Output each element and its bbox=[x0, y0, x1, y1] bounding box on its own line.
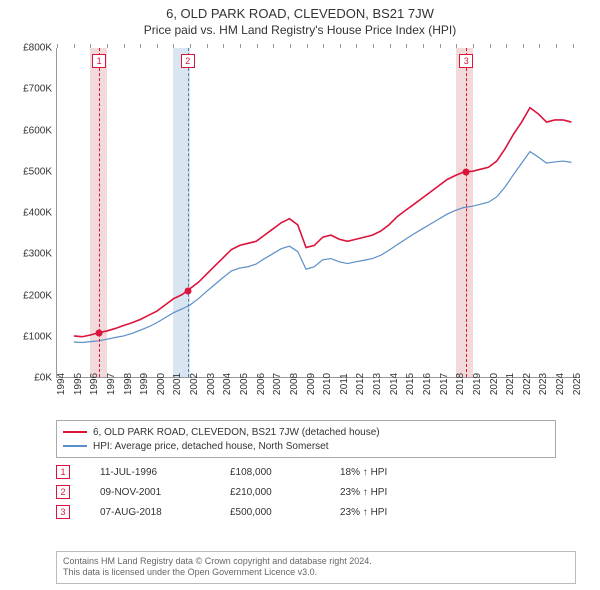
sale-point-dot bbox=[184, 288, 191, 295]
chart-container: £0K£100K£200K£300K£400K£500K£600K£700K£8… bbox=[10, 48, 590, 418]
sales-row-marker: 1 bbox=[56, 465, 70, 479]
x-tick-label: 1999 bbox=[139, 373, 150, 395]
sales-row-price: £500,000 bbox=[230, 507, 310, 518]
x-tick-label: 2000 bbox=[156, 373, 167, 395]
legend-box: 6, OLD PARK ROAD, CLEVEDON, BS21 7JW (de… bbox=[56, 420, 556, 458]
x-tick-label: 2016 bbox=[422, 373, 433, 395]
x-tick-label: 2007 bbox=[272, 373, 283, 395]
sales-row-marker: 3 bbox=[56, 505, 70, 519]
legend-swatch-price-paid bbox=[63, 431, 87, 433]
x-tick-label: 2010 bbox=[322, 373, 333, 395]
x-tick-label: 2020 bbox=[489, 373, 500, 395]
y-tick-label: £0K bbox=[34, 373, 52, 384]
x-tick-label: 1995 bbox=[73, 373, 84, 395]
sales-row: 3 07-AUG-2018 £500,000 23% ↑ HPI bbox=[56, 502, 556, 522]
footer-attribution: Contains HM Land Registry data © Crown c… bbox=[56, 551, 576, 584]
x-tick-label: 2024 bbox=[555, 373, 566, 395]
sales-row-date: 11-JUL-1996 bbox=[100, 467, 200, 478]
marker-dashline bbox=[466, 48, 467, 377]
sales-table: 1 11-JUL-1996 £108,000 18% ↑ HPI 2 09-NOV-200… bbox=[56, 462, 556, 522]
y-tick-label: £200K bbox=[23, 290, 52, 301]
x-tick-label: 2003 bbox=[206, 373, 217, 395]
y-axis: £0K£100K£200K£300K£400K£500K£600K£700K£8… bbox=[10, 48, 54, 378]
sale-point-dot bbox=[463, 168, 470, 175]
y-tick-label: £700K bbox=[23, 84, 52, 95]
x-tick-label: 2012 bbox=[355, 373, 366, 395]
chart-title-sub: Price paid vs. HM Land Registry's House … bbox=[0, 23, 600, 37]
x-tick-label: 2013 bbox=[372, 373, 383, 395]
legend-row-price-paid: 6, OLD PARK ROAD, CLEVEDON, BS21 7JW (de… bbox=[63, 425, 549, 439]
x-tick-label: 2017 bbox=[439, 373, 450, 395]
series-svg bbox=[57, 48, 580, 377]
sales-row-price: £210,000 bbox=[230, 487, 310, 498]
x-tick-label: 2001 bbox=[172, 373, 183, 395]
sale-point-dot bbox=[96, 330, 103, 337]
sales-row-hpi: 23% ↑ HPI bbox=[340, 487, 440, 498]
legend-label-price-paid: 6, OLD PARK ROAD, CLEVEDON, BS21 7JW (de… bbox=[93, 427, 380, 438]
x-tick-label: 2014 bbox=[389, 373, 400, 395]
plot-area: 1 2 3 bbox=[56, 48, 580, 378]
sales-row-marker: 2 bbox=[56, 485, 70, 499]
marker-number-box: 2 bbox=[181, 54, 195, 68]
x-tick-label: 2005 bbox=[239, 373, 250, 395]
series-line-hpi bbox=[74, 152, 572, 343]
legend-label-hpi: HPI: Average price, detached house, Nort… bbox=[93, 441, 329, 452]
y-tick-label: £600K bbox=[23, 125, 52, 136]
chart-title-main: 6, OLD PARK ROAD, CLEVEDON, BS21 7JW bbox=[0, 6, 600, 21]
sales-row: 1 11-JUL-1996 £108,000 18% ↑ HPI bbox=[56, 462, 556, 482]
sales-row-hpi: 18% ↑ HPI bbox=[340, 467, 440, 478]
x-axis: 1994199519961997199819992000200120022003… bbox=[56, 380, 580, 418]
sales-row-date: 09-NOV-2001 bbox=[100, 487, 200, 498]
x-tick-label: 1994 bbox=[56, 373, 67, 395]
x-tick-label: 1996 bbox=[89, 373, 100, 395]
x-tick-label: 2006 bbox=[256, 373, 267, 395]
y-tick-label: £100K bbox=[23, 331, 52, 342]
sales-row-price: £108,000 bbox=[230, 467, 310, 478]
x-tick-label: 1997 bbox=[106, 373, 117, 395]
chart-title-block: 6, OLD PARK ROAD, CLEVEDON, BS21 7JW Pri… bbox=[0, 0, 600, 39]
x-tick-label: 2015 bbox=[405, 373, 416, 395]
x-tick-label: 2019 bbox=[472, 373, 483, 395]
footer-line-1: Contains HM Land Registry data © Crown c… bbox=[63, 556, 569, 568]
x-tick-label: 2011 bbox=[339, 373, 350, 395]
x-tick-label: 2018 bbox=[455, 373, 466, 395]
sales-row: 2 09-NOV-2001 £210,000 23% ↑ HPI bbox=[56, 482, 556, 502]
footer-line-2: This data is licensed under the Open Gov… bbox=[63, 567, 569, 579]
marker-number-box: 3 bbox=[459, 54, 473, 68]
y-tick-label: £300K bbox=[23, 249, 52, 260]
x-tick-label: 2022 bbox=[522, 373, 533, 395]
x-tick-label: 2008 bbox=[289, 373, 300, 395]
y-tick-label: £400K bbox=[23, 208, 52, 219]
x-tick-label: 2025 bbox=[572, 373, 583, 395]
series-line-price_paid bbox=[74, 108, 572, 337]
x-tick-label: 2009 bbox=[306, 373, 317, 395]
x-tick-label: 2021 bbox=[505, 373, 516, 395]
x-tick-label: 2002 bbox=[189, 373, 200, 395]
x-tick-label: 1998 bbox=[123, 373, 134, 395]
sales-row-date: 07-AUG-2018 bbox=[100, 507, 200, 518]
y-tick-label: £800K bbox=[23, 43, 52, 54]
legend-swatch-hpi bbox=[63, 445, 87, 447]
x-tick-label: 2023 bbox=[538, 373, 549, 395]
sales-row-hpi: 23% ↑ HPI bbox=[340, 507, 440, 518]
legend-row-hpi: HPI: Average price, detached house, Nort… bbox=[63, 439, 549, 453]
x-tick-label: 2004 bbox=[222, 373, 233, 395]
marker-number-box: 1 bbox=[92, 54, 106, 68]
y-tick-label: £500K bbox=[23, 166, 52, 177]
marker-dashline bbox=[99, 48, 100, 377]
marker-dashline bbox=[188, 48, 189, 377]
